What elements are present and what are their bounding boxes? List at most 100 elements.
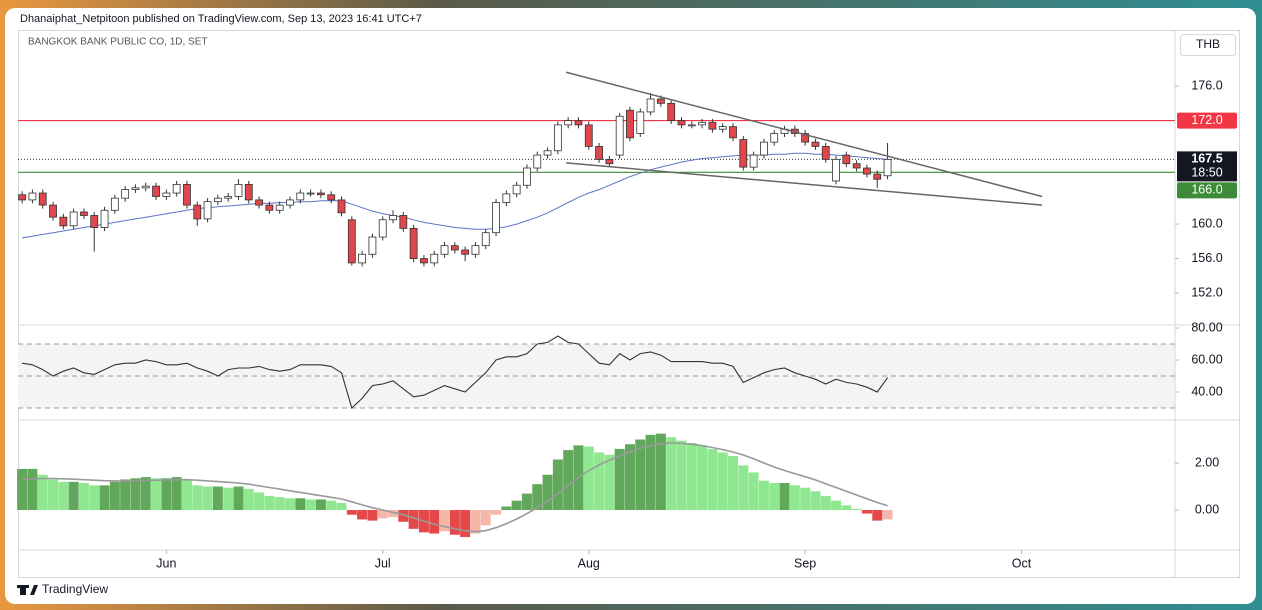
x-tick-label: Jul bbox=[375, 556, 391, 570]
candle-body bbox=[821, 146, 830, 160]
y-tick-label: 152.0 bbox=[1191, 285, 1222, 299]
candle-body bbox=[636, 111, 645, 134]
y-tick-label: 176.0 bbox=[1191, 78, 1222, 92]
candle-body bbox=[69, 211, 78, 227]
macd-bar bbox=[439, 510, 450, 532]
macd-bar bbox=[99, 485, 110, 511]
macd-bar bbox=[377, 510, 388, 519]
macd-bar bbox=[831, 500, 842, 511]
price-label: 166.0 bbox=[1191, 183, 1222, 197]
macd-bar bbox=[388, 510, 399, 518]
candle-body bbox=[193, 204, 202, 220]
candle-body bbox=[626, 109, 634, 139]
x-tick-label: Oct bbox=[1012, 556, 1032, 570]
candle-body bbox=[471, 245, 480, 255]
candle-body bbox=[286, 199, 294, 206]
candle-body bbox=[584, 124, 593, 147]
candle-body bbox=[739, 139, 748, 168]
candle-body bbox=[265, 204, 274, 211]
candle-body bbox=[18, 194, 27, 201]
candle-body bbox=[533, 154, 542, 169]
candle-body bbox=[358, 253, 367, 264]
macd-bar bbox=[882, 510, 893, 520]
price-label-box bbox=[1177, 151, 1237, 182]
candle-body bbox=[450, 245, 459, 251]
macd-bar bbox=[212, 486, 223, 511]
x-tick-label: Aug bbox=[578, 556, 600, 570]
candle-body bbox=[842, 154, 851, 165]
macd-bar bbox=[800, 487, 811, 511]
candle-body bbox=[574, 120, 583, 126]
candle-body bbox=[749, 154, 758, 168]
macd-bar bbox=[511, 500, 522, 511]
y-tick-label: 60.00 bbox=[1191, 352, 1222, 366]
candle-body bbox=[461, 249, 470, 255]
candle-body bbox=[615, 115, 624, 156]
macd-bar bbox=[604, 454, 615, 511]
candle-body bbox=[883, 158, 892, 177]
macd-bar bbox=[872, 510, 883, 521]
macd-bar bbox=[707, 448, 718, 511]
macd-bar bbox=[861, 510, 872, 514]
candle-body bbox=[760, 141, 768, 156]
candle-body bbox=[718, 126, 727, 130]
macd-bar bbox=[594, 452, 605, 511]
macd-bar bbox=[810, 491, 821, 511]
rsi-line bbox=[22, 335, 889, 410]
candle-body bbox=[873, 173, 882, 180]
macd-bar bbox=[841, 505, 852, 511]
macd-bar bbox=[480, 510, 491, 526]
candle-body bbox=[512, 184, 521, 195]
candle-body bbox=[337, 199, 346, 214]
macd-bar bbox=[151, 478, 162, 511]
macd-bar bbox=[789, 485, 800, 511]
candle-body bbox=[595, 146, 603, 160]
candle-body bbox=[687, 124, 696, 127]
candle-body bbox=[368, 236, 377, 255]
macd-bar bbox=[78, 483, 89, 511]
candle-body bbox=[183, 184, 191, 206]
candle-body bbox=[811, 141, 820, 147]
candle-body bbox=[28, 192, 37, 201]
macd-bar bbox=[68, 481, 79, 511]
candle-body bbox=[327, 194, 336, 201]
macd-bar bbox=[697, 445, 708, 511]
macd-bar bbox=[470, 510, 481, 534]
publisher: Dhanaiphat_Netpitoon published on Tradin… bbox=[20, 13, 422, 25]
macd-bar bbox=[728, 455, 739, 511]
candle-body bbox=[708, 121, 717, 130]
macd-bar bbox=[346, 510, 357, 515]
macd-bar bbox=[305, 499, 316, 511]
candle-body bbox=[667, 102, 676, 121]
candle-body bbox=[729, 126, 737, 139]
candle-body bbox=[306, 192, 315, 195]
candle-body bbox=[801, 133, 810, 143]
candle-body bbox=[399, 215, 408, 229]
candle-body bbox=[244, 184, 253, 201]
countdown-label: 18:50 bbox=[1191, 166, 1222, 180]
macd-bar bbox=[161, 478, 172, 511]
y-tick-label: 156.0 bbox=[1191, 251, 1222, 265]
candle-body bbox=[296, 192, 305, 201]
macd-bar bbox=[326, 500, 337, 511]
candle-body bbox=[347, 219, 356, 264]
candle-body bbox=[224, 196, 233, 199]
macd-bar bbox=[635, 439, 646, 511]
macd-bar bbox=[192, 485, 203, 511]
macd-bar bbox=[851, 508, 862, 511]
signal-line bbox=[22, 442, 888, 533]
candle-body bbox=[770, 133, 779, 143]
candle-body bbox=[100, 209, 109, 228]
candle-body bbox=[234, 184, 243, 197]
candle-body bbox=[863, 167, 871, 175]
candle-body bbox=[141, 185, 150, 189]
candle-body bbox=[152, 185, 160, 197]
macd-bar bbox=[552, 459, 563, 511]
macd-bar bbox=[501, 506, 512, 511]
macd-bar bbox=[769, 483, 780, 511]
currency-box[interactable] bbox=[1180, 34, 1236, 56]
macd-bar bbox=[686, 443, 697, 511]
candle-body bbox=[677, 120, 686, 126]
y-tick-label: 2.00 bbox=[1195, 455, 1219, 469]
